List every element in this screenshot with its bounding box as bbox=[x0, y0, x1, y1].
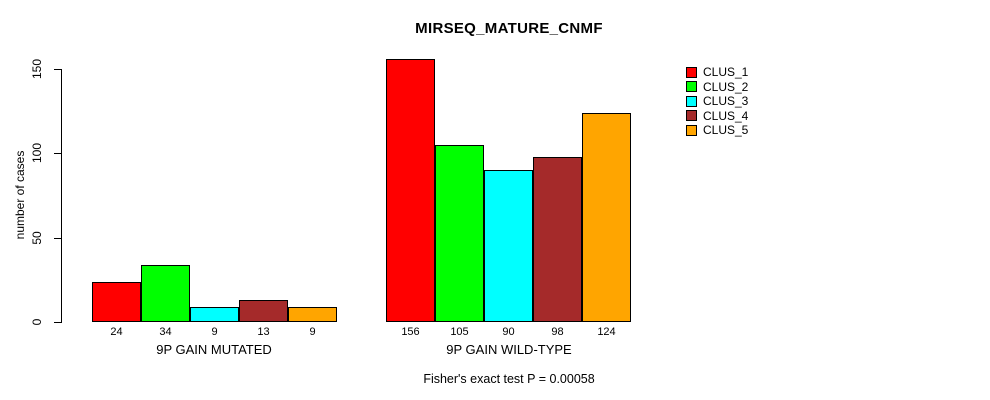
bar-value-label: 156 bbox=[401, 326, 420, 338]
legend-item: CLUS_1 bbox=[686, 65, 748, 80]
bar-value-label: 24 bbox=[110, 326, 123, 338]
category-label-mutated: 9P GAIN MUTATED bbox=[156, 342, 272, 357]
bar-value-label: 98 bbox=[551, 326, 564, 338]
legend-swatch-clus_3 bbox=[686, 95, 697, 107]
legend-swatch-clus_2 bbox=[686, 81, 697, 93]
bar-clus_3 bbox=[190, 306, 239, 322]
bar-clus_4 bbox=[239, 300, 288, 322]
bar-value-label: 9 bbox=[309, 326, 316, 338]
bar-value-label: 13 bbox=[257, 326, 270, 338]
bar-value-label: 9 bbox=[211, 326, 218, 338]
legend-item: CLUS_5 bbox=[686, 123, 748, 138]
bar-clus_1 bbox=[92, 281, 141, 322]
legend: CLUS_1 CLUS_2 CLUS_3 CLUS_4 CLUS_5 bbox=[686, 65, 748, 138]
y-axis-tick-label: 150 bbox=[30, 58, 44, 80]
bar-clus_3 bbox=[484, 170, 533, 322]
bar-value-label: 105 bbox=[450, 326, 469, 338]
legend-label: CLUS_2 bbox=[703, 79, 749, 94]
legend-item: CLUS_3 bbox=[686, 94, 748, 109]
bar-clus_4 bbox=[533, 156, 582, 322]
chart-title: MIRSEQ_MATURE_CNMF bbox=[415, 20, 603, 37]
y-axis-tick-label: 0 bbox=[30, 318, 44, 326]
y-axis-tick-label: 100 bbox=[30, 143, 44, 164]
legend-label: CLUS_1 bbox=[703, 65, 749, 80]
legend-label: CLUS_3 bbox=[703, 94, 749, 109]
bar-clus_2 bbox=[141, 264, 190, 322]
bar-clus_1 bbox=[386, 58, 435, 322]
legend-swatch-clus_5 bbox=[686, 124, 697, 136]
bar-clus_2 bbox=[435, 144, 484, 322]
caption-text: Fisher's exact test P = 0.00058 bbox=[423, 372, 595, 386]
legend-label: CLUS_4 bbox=[703, 108, 749, 123]
bar-value-label: 90 bbox=[502, 326, 515, 338]
y-axis-tick bbox=[54, 322, 61, 323]
y-axis-line bbox=[61, 69, 62, 323]
legend-item: CLUS_4 bbox=[686, 109, 748, 124]
bar-value-label: 124 bbox=[597, 326, 616, 338]
legend-swatch-clus_4 bbox=[686, 110, 697, 122]
bar-value-label: 34 bbox=[159, 326, 172, 338]
legend-label: CLUS_5 bbox=[703, 123, 749, 138]
bar-clus_5 bbox=[582, 112, 631, 322]
y-axis-tick bbox=[54, 69, 61, 70]
y-axis-label: number of cases bbox=[13, 150, 27, 240]
y-axis-tick bbox=[54, 237, 61, 239]
legend-item: CLUS_2 bbox=[686, 80, 748, 95]
legend-swatch-clus_1 bbox=[686, 66, 697, 78]
y-axis-tick-label: 50 bbox=[30, 230, 44, 245]
y-axis-tick bbox=[54, 153, 61, 155]
category-label-wild-type: 9P GAIN WILD-TYPE bbox=[446, 342, 572, 357]
bar-clus_5 bbox=[288, 306, 337, 322]
